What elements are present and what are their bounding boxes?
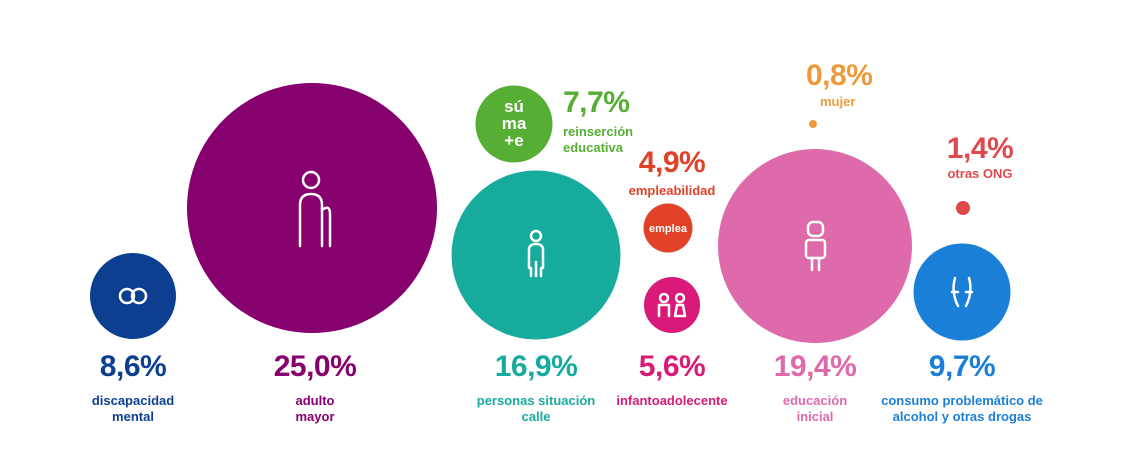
bubble [956, 201, 970, 215]
bubble [187, 83, 437, 333]
logo-text: ma [502, 114, 527, 133]
category-label: adulto mayor [295, 393, 335, 425]
bubble [643, 203, 693, 253]
category-label: educación inicial [782, 393, 848, 425]
value-label: 9,7% [928, 350, 996, 383]
bubble [718, 149, 912, 343]
bubble [809, 120, 817, 128]
bubble [475, 85, 553, 163]
category-label: mujer [820, 94, 856, 109]
icon [804, 220, 827, 272]
icon [130, 287, 148, 305]
logo-text: +e [504, 131, 523, 150]
logo-text: sú [504, 97, 524, 116]
icon [657, 292, 687, 318]
value-label: 1,4% [946, 132, 1014, 165]
category-label: consumo problemático de alcohol y otras … [881, 393, 1043, 425]
icon [527, 229, 545, 278]
category-label: personas situación calle [476, 393, 596, 425]
icon [118, 287, 136, 305]
value-label: 8,6% [99, 350, 167, 383]
value-label: 5,6% [638, 350, 706, 383]
bubble [913, 243, 1011, 341]
category-label: reinserción educativa [563, 124, 634, 156]
bubble [644, 277, 700, 333]
category-label: discapacidad mental [91, 393, 175, 425]
category-label: otras ONG [947, 166, 1013, 181]
value-label: 16,9% [494, 350, 578, 383]
category-label: infantoadolecente [616, 393, 728, 408]
value-label: 4,9% [638, 146, 706, 179]
logo-text: emplea [649, 223, 688, 235]
value-label: 19,4% [773, 350, 857, 383]
icon [779, 72, 799, 130]
value-label: 25,0% [273, 350, 357, 383]
bubbles [90, 83, 1011, 343]
value-label: 7,7% [563, 86, 630, 119]
icons: sú ma +e emplea [118, 72, 974, 318]
icon [298, 170, 332, 248]
category-label: empleabilidad [628, 183, 716, 198]
icon [950, 276, 974, 308]
value-label: 0,8% [806, 59, 873, 92]
bubble [451, 170, 621, 340]
